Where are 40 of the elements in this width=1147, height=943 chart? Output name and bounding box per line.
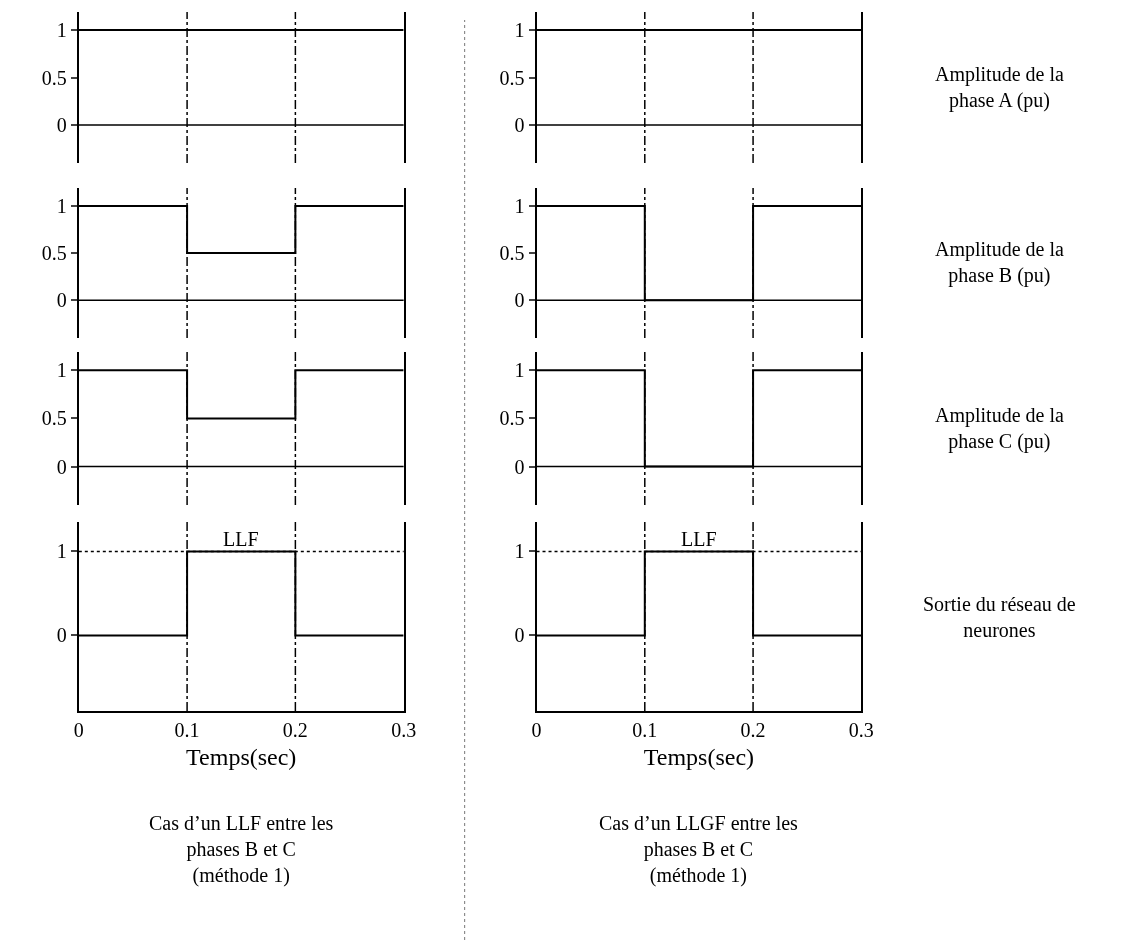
x-tick-label: 0.3 — [848, 719, 874, 741]
y-tick-label: 0.5 — [41, 242, 67, 265]
y-tick-label: 0.5 — [499, 242, 525, 265]
text: Sortie du réseau de neurones — [923, 593, 1076, 641]
y-tick-label: 1 — [56, 19, 67, 42]
y-tick-label: 0 — [56, 114, 67, 137]
text: Amplitude de la phase C (pu) — [935, 404, 1064, 453]
x-tick-label: 0.2 — [282, 719, 308, 741]
text: Amplitude de la phase A (pu) — [935, 63, 1064, 112]
y-tick-label: 0 — [514, 289, 525, 312]
x-axis-title: Temps(sec) — [186, 743, 297, 770]
x-tick-label: 0 — [73, 719, 84, 741]
annotation: LLF — [223, 528, 259, 550]
x-tick-label: 0 — [531, 719, 542, 741]
y-tick-label: 1 — [56, 194, 67, 217]
y-tick-label: 0 — [56, 624, 67, 647]
y-tick-label: 0.5 — [41, 66, 67, 89]
x-tick-label: 0.2 — [740, 719, 766, 741]
text: Amplitude de la phase B (pu) — [935, 238, 1064, 287]
y-tick-label: 0.5 — [499, 66, 525, 89]
y-tick-label: 1 — [514, 540, 525, 563]
x-axis-title: Temps(sec) — [643, 743, 755, 770]
y-tick-label: 1 — [514, 19, 525, 42]
y-tick-label: 0.5 — [41, 407, 67, 430]
y-tick-label: 0 — [514, 624, 525, 647]
text: Cas d’un LLGF entre les phases B et C (méthode 1) — [599, 812, 799, 887]
y-tick-label: 0 — [56, 289, 67, 312]
y-tick-label: 0 — [514, 114, 525, 137]
y-tick-label: 0 — [56, 455, 67, 478]
y-tick-label: 1 — [56, 359, 67, 382]
y-tick-label: 1 — [514, 194, 525, 217]
y-tick-label: 1 — [514, 359, 525, 382]
y-tick-label: 0 — [514, 455, 525, 478]
x-tick-label: 0.3 — [391, 719, 417, 741]
annotation: LLF — [681, 528, 717, 550]
text: Cas d’un LLF entre les phases B et C (méthode 1) — [149, 812, 334, 887]
x-tick-label: 0.1 — [174, 719, 200, 741]
y-tick-label: 1 — [56, 540, 67, 563]
y-tick-label: 0.5 — [499, 407, 525, 430]
x-tick-label: 0.1 — [632, 719, 658, 741]
